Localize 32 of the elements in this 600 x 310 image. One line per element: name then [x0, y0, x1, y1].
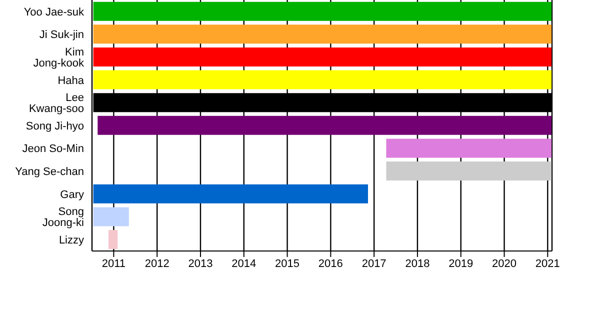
- x-tick-label: 2011: [102, 258, 126, 270]
- x-tick-label: 2015: [275, 258, 300, 270]
- x-tick-label: 2021: [535, 258, 560, 270]
- x-tick-label: 2019: [448, 258, 474, 270]
- bar: [93, 70, 552, 90]
- bar: [108, 230, 118, 250]
- y-tick-label: Haha: [58, 74, 85, 87]
- x-tick-label: 2016: [318, 258, 343, 270]
- y-tick-label: Yang Se-chan: [15, 166, 84, 178]
- x-tick-label: 2013: [188, 258, 213, 270]
- x-tick-label: 2012: [144, 258, 170, 270]
- bar: [386, 138, 552, 158]
- y-tick-label: Kim Jong-kook: [33, 46, 84, 70]
- x-tick-label: 2020: [492, 258, 517, 270]
- y-tick-label: Lizzy: [58, 234, 84, 246]
- y-tick-label: Yoo Jae-suk: [24, 6, 84, 18]
- y-tick-label: Gary: [60, 188, 84, 201]
- bar: [93, 207, 129, 226]
- x-tick-label: 2018: [405, 258, 430, 270]
- bar: [93, 2, 552, 21]
- bar: [93, 184, 368, 204]
- y-tick-label: Song Joong-ki: [42, 206, 84, 230]
- y-tick-label: Ji Suk-jin: [39, 29, 84, 42]
- x-tick-label: 2014: [232, 258, 256, 270]
- x-tick-label: 2017: [362, 258, 386, 270]
- bar: [386, 162, 552, 181]
- y-tick-label: Lee Kwang-soo: [28, 92, 84, 116]
- bar: [98, 116, 552, 135]
- bar: [93, 24, 552, 44]
- bar: [93, 47, 552, 66]
- y-tick-label: Song Ji-hyo: [26, 120, 84, 132]
- y-tick-label: Jeon So-Min: [22, 143, 84, 156]
